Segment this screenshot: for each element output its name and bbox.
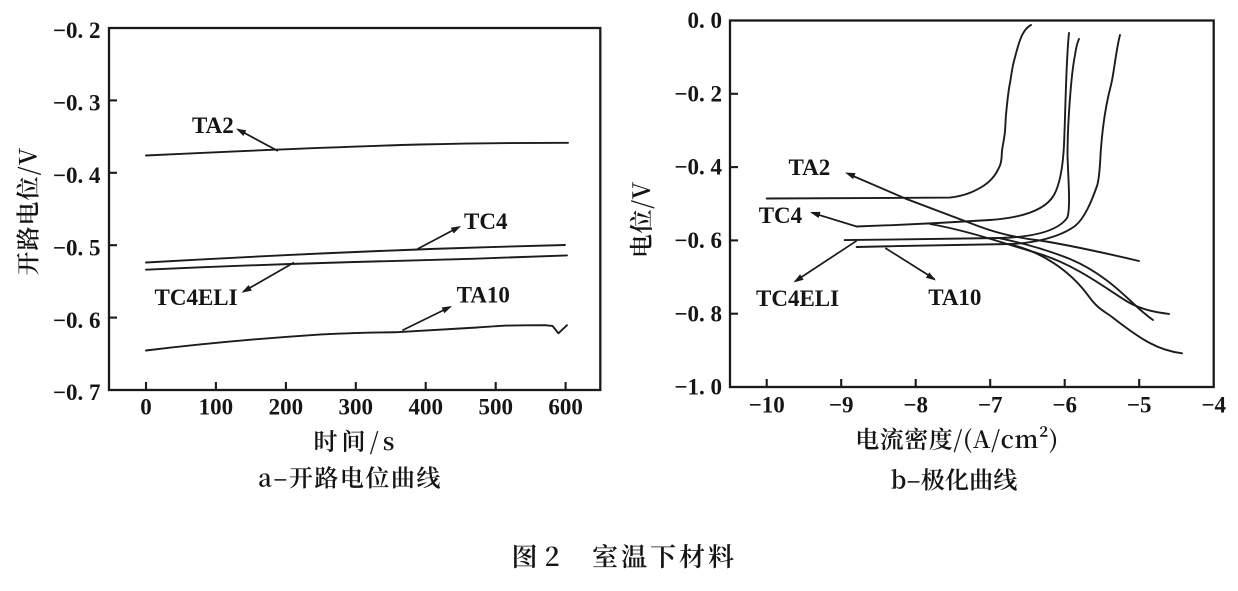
svg-text:0. 0: 0. 0 [688, 8, 723, 33]
svg-text:−1. 0: −1. 0 [674, 375, 722, 400]
svg-text:TC4: TC4 [759, 203, 803, 228]
svg-text:TC4ELI: TC4ELI [756, 286, 839, 311]
svg-text:TC4ELI: TC4ELI [155, 285, 238, 310]
svg-text:−5: −5 [1127, 393, 1152, 418]
svg-text:−0. 2: −0. 2 [674, 81, 722, 106]
svg-text:TA2: TA2 [192, 113, 234, 138]
svg-text:TA10: TA10 [457, 283, 510, 308]
svg-text:−0. 4: −0. 4 [674, 155, 722, 180]
svg-text:TA10: TA10 [928, 285, 981, 310]
svg-text:100: 100 [199, 395, 234, 420]
svg-text:300: 300 [339, 395, 374, 420]
svg-text:−0. 7: −0. 7 [53, 380, 101, 405]
svg-text:600: 600 [548, 395, 583, 420]
svg-text:500: 500 [478, 395, 513, 420]
svg-text:−7: −7 [978, 393, 1003, 418]
svg-text:−0. 6: −0. 6 [674, 228, 722, 253]
svg-text:400: 400 [408, 395, 443, 420]
svg-text:−0. 4: −0. 4 [53, 163, 101, 188]
svg-text:−4: −4 [1201, 393, 1226, 418]
svg-text:TC4: TC4 [464, 209, 508, 234]
svg-text:−0. 5: −0. 5 [53, 235, 101, 260]
svg-text:−6: −6 [1052, 393, 1077, 418]
svg-text:TA2: TA2 [789, 155, 831, 180]
svg-text:−10: −10 [749, 393, 785, 418]
svg-text:−0. 8: −0. 8 [674, 301, 722, 326]
svg-text:−9: −9 [829, 393, 854, 418]
svg-text:−8: −8 [903, 393, 928, 418]
svg-text:−0. 6: −0. 6 [53, 308, 101, 333]
svg-text:0: 0 [140, 395, 152, 420]
svg-text:−0. 3: −0. 3 [53, 91, 101, 116]
svg-text:200: 200 [269, 395, 304, 420]
svg-text:−0. 2: −0. 2 [53, 18, 101, 43]
